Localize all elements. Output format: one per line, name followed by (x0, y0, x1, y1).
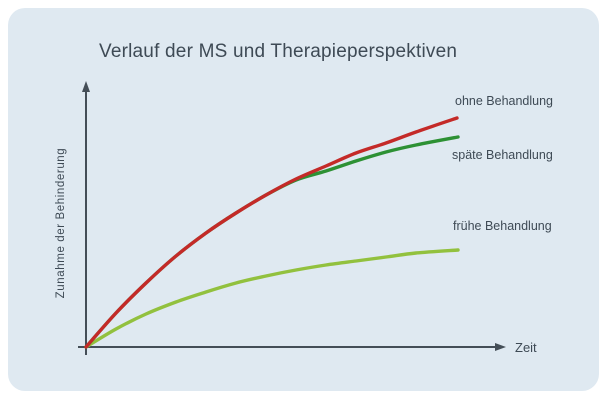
series-label-fruehe-behandlung: frühe Behandlung (453, 219, 552, 233)
x-axis-arrow-icon (495, 343, 506, 351)
y-axis-arrow-icon (82, 81, 90, 92)
series-label-spaete-behandlung: späte Behandlung (452, 148, 553, 162)
series-line-fruehe-behandlung (84, 248, 460, 349)
series-line-ohne-behandlung (84, 116, 459, 349)
x-axis-label: Zeit (515, 340, 537, 355)
chart-title: Verlauf der MS und Therapieperspektiven (99, 41, 458, 62)
series-label-ohne-behandlung: ohne Behandlung (455, 94, 554, 108)
chart-panel (8, 8, 599, 391)
